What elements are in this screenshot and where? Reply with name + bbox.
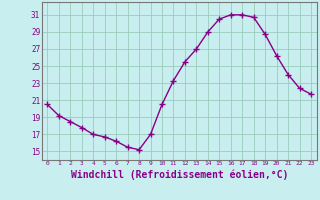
X-axis label: Windchill (Refroidissement éolien,°C): Windchill (Refroidissement éolien,°C): [70, 169, 288, 180]
